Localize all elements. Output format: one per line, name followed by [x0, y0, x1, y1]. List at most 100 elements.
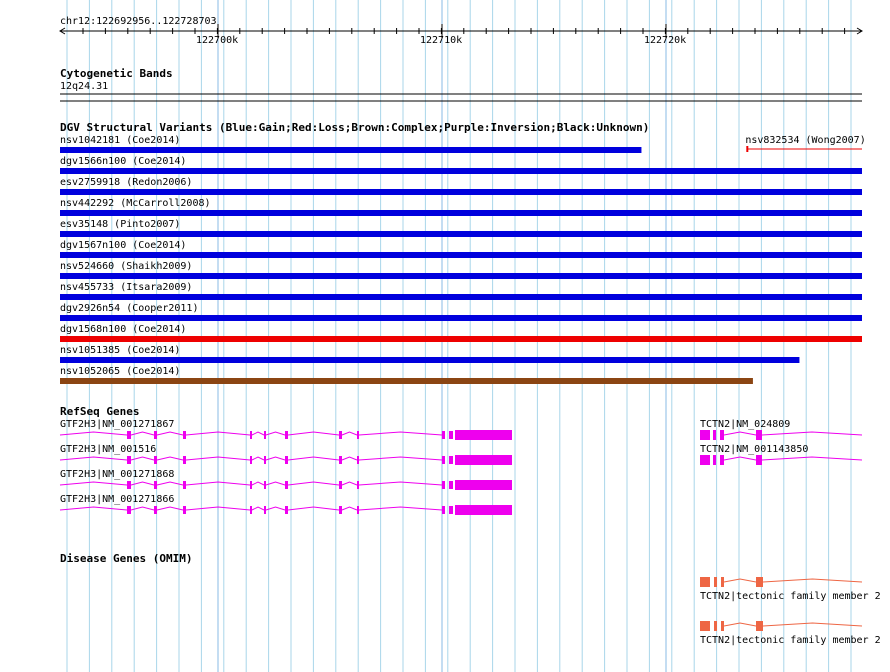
refseq-gene-label[interactable]: GTF2H3|NM_001516 [60, 444, 157, 455]
refseq-gene-intron [341, 456, 358, 461]
refseq-gene-exon [700, 455, 710, 465]
cytoband-label[interactable]: 12q24.31 [60, 81, 109, 92]
variant-bar [60, 273, 862, 279]
omim-track-title: Disease Genes (OMIM) [60, 552, 193, 565]
omim-gene-intron [762, 622, 863, 627]
refseq-gene-exon [449, 431, 453, 439]
refseq-gene-exon [339, 506, 342, 514]
refseq-gene-exon [250, 481, 252, 489]
refseq-gene-exon [357, 456, 359, 464]
refseq-gene-exon [442, 481, 445, 489]
refseq-gene-intron [185, 431, 251, 436]
ruler-tick-label: 122720k [644, 35, 687, 46]
refseq-gene-intron [358, 481, 443, 486]
refseq-gene-intron [358, 456, 443, 461]
refseq-gene-intron [761, 431, 863, 436]
refseq-gene-exon [442, 431, 445, 439]
refseq-gene-intron [59, 481, 128, 486]
refseq-gene-exon [700, 430, 710, 440]
ruler-tick-label: 122700k [196, 35, 239, 46]
variant-label[interactable]: nsv1042181 (Coe2014) [60, 135, 181, 146]
refseq-gene-exon [285, 456, 288, 464]
refseq-gene-exon [449, 506, 453, 514]
refseq-gene-label[interactable]: TCTN2|NM_024809 [700, 419, 791, 430]
variant-label[interactable]: nsv1051385 (Coe2014) [60, 345, 181, 356]
refseq-gene-intron [265, 506, 286, 511]
variant-bar [60, 357, 800, 363]
refseq-gene-exon [756, 430, 762, 440]
refseq-gene-intron [130, 506, 155, 511]
refseq-gene-intron [130, 481, 155, 486]
refseq-gene-exon [357, 431, 359, 439]
refseq-gene-intron [156, 431, 184, 436]
refseq-gene-intron [185, 456, 251, 461]
refseq-gene-intron [287, 481, 340, 486]
refseq-gene-label[interactable]: GTF2H3|NM_001271866 [60, 494, 175, 505]
refseq-gene-exon [285, 506, 288, 514]
omim-gene-intron [762, 578, 863, 583]
refseq-gene-exon [250, 456, 252, 464]
variant-label[interactable]: dgv1568n100 (Coe2014) [60, 324, 187, 335]
refseq-gene-exon [455, 430, 512, 440]
refseq-gene-exon [127, 481, 131, 489]
refseq-gene-intron [59, 431, 128, 436]
refseq-gene-intron [251, 431, 265, 436]
refseq-gene-intron [341, 481, 358, 486]
refseq-gene-intron [251, 506, 265, 511]
refseq-gene-intron [265, 481, 286, 486]
omim-gene-label[interactable]: TCTN2|tectonic family member 2 [700, 635, 881, 646]
refseq-gene-exon [455, 455, 512, 465]
refseq-gene-exon [339, 431, 342, 439]
refseq-gene-label[interactable]: GTF2H3|NM_001271868 [60, 469, 175, 480]
refseq-gene-intron [265, 431, 286, 436]
refseq-track-title: RefSeq Genes [60, 405, 140, 418]
refseq-gene-intron [341, 431, 358, 436]
refseq-gene-intron [341, 506, 358, 511]
variant-label[interactable]: esv2759918 (Redon2006) [60, 177, 193, 188]
variant-label[interactable]: nsv832534 (Wong2007) [745, 135, 866, 146]
refseq-gene-intron [185, 506, 251, 511]
ruler-arrow-right [856, 27, 863, 35]
refseq-gene-exon [127, 431, 131, 439]
variant-label[interactable]: nsv442292 (McCarroll2008) [60, 198, 211, 209]
refseq-gene-exon [713, 430, 716, 440]
refseq-gene-intron [130, 431, 155, 436]
cytoband-track-title: Cytogenetic Bands [60, 67, 173, 80]
refseq-gene-exon [154, 506, 157, 514]
refseq-gene-exon [183, 456, 186, 464]
refseq-gene-exon [720, 455, 724, 465]
refseq-gene-exon [285, 481, 288, 489]
refseq-gene-intron [761, 456, 863, 461]
variant-label[interactable]: esv35148 (Pinto2007) [60, 219, 181, 230]
refseq-gene-exon [264, 456, 266, 464]
refseq-gene-intron [130, 456, 155, 461]
refseq-gene-exon [264, 481, 266, 489]
refseq-gene-exon [357, 481, 359, 489]
dgv-track-title: DGV Structural Variants (Blue:Gain;Red:L… [60, 121, 650, 134]
refseq-gene-exon [285, 431, 288, 439]
refseq-gene-exon [183, 481, 186, 489]
ruler-location: chr12:122692956..122728703 [60, 16, 217, 27]
refseq-gene-exon [250, 506, 252, 514]
variant-label[interactable]: nsv524660 (Shaikh2009) [60, 261, 193, 272]
refseq-gene-label[interactable]: TCTN2|NM_001143850 [700, 444, 809, 455]
omim-gene-label[interactable]: TCTN2|tectonic family member 2 [700, 591, 881, 602]
refseq-gene-exon [449, 481, 453, 489]
refseq-gene-exon [339, 456, 342, 464]
refseq-gene-exon [357, 506, 359, 514]
variant-label[interactable]: nsv1052065 (Coe2014) [60, 366, 181, 377]
variant-label[interactable]: dgv1567n100 (Coe2014) [60, 240, 187, 251]
refseq-gene-intron [287, 431, 340, 436]
refseq-gene-exon [183, 506, 186, 514]
refseq-gene-intron [287, 506, 340, 511]
refseq-gene-intron [156, 481, 184, 486]
refseq-gene-label[interactable]: GTF2H3|NM_001271867 [60, 419, 175, 430]
refseq-gene-intron [156, 506, 184, 511]
variant-label[interactable]: dgv1566n100 (Coe2014) [60, 156, 187, 167]
refseq-gene-exon [127, 506, 131, 514]
variant-label[interactable]: nsv455733 (Itsara2009) [60, 282, 193, 293]
variant-label[interactable]: dgv2926n54 (Cooper2011) [60, 303, 199, 314]
variant-bar [60, 210, 862, 216]
